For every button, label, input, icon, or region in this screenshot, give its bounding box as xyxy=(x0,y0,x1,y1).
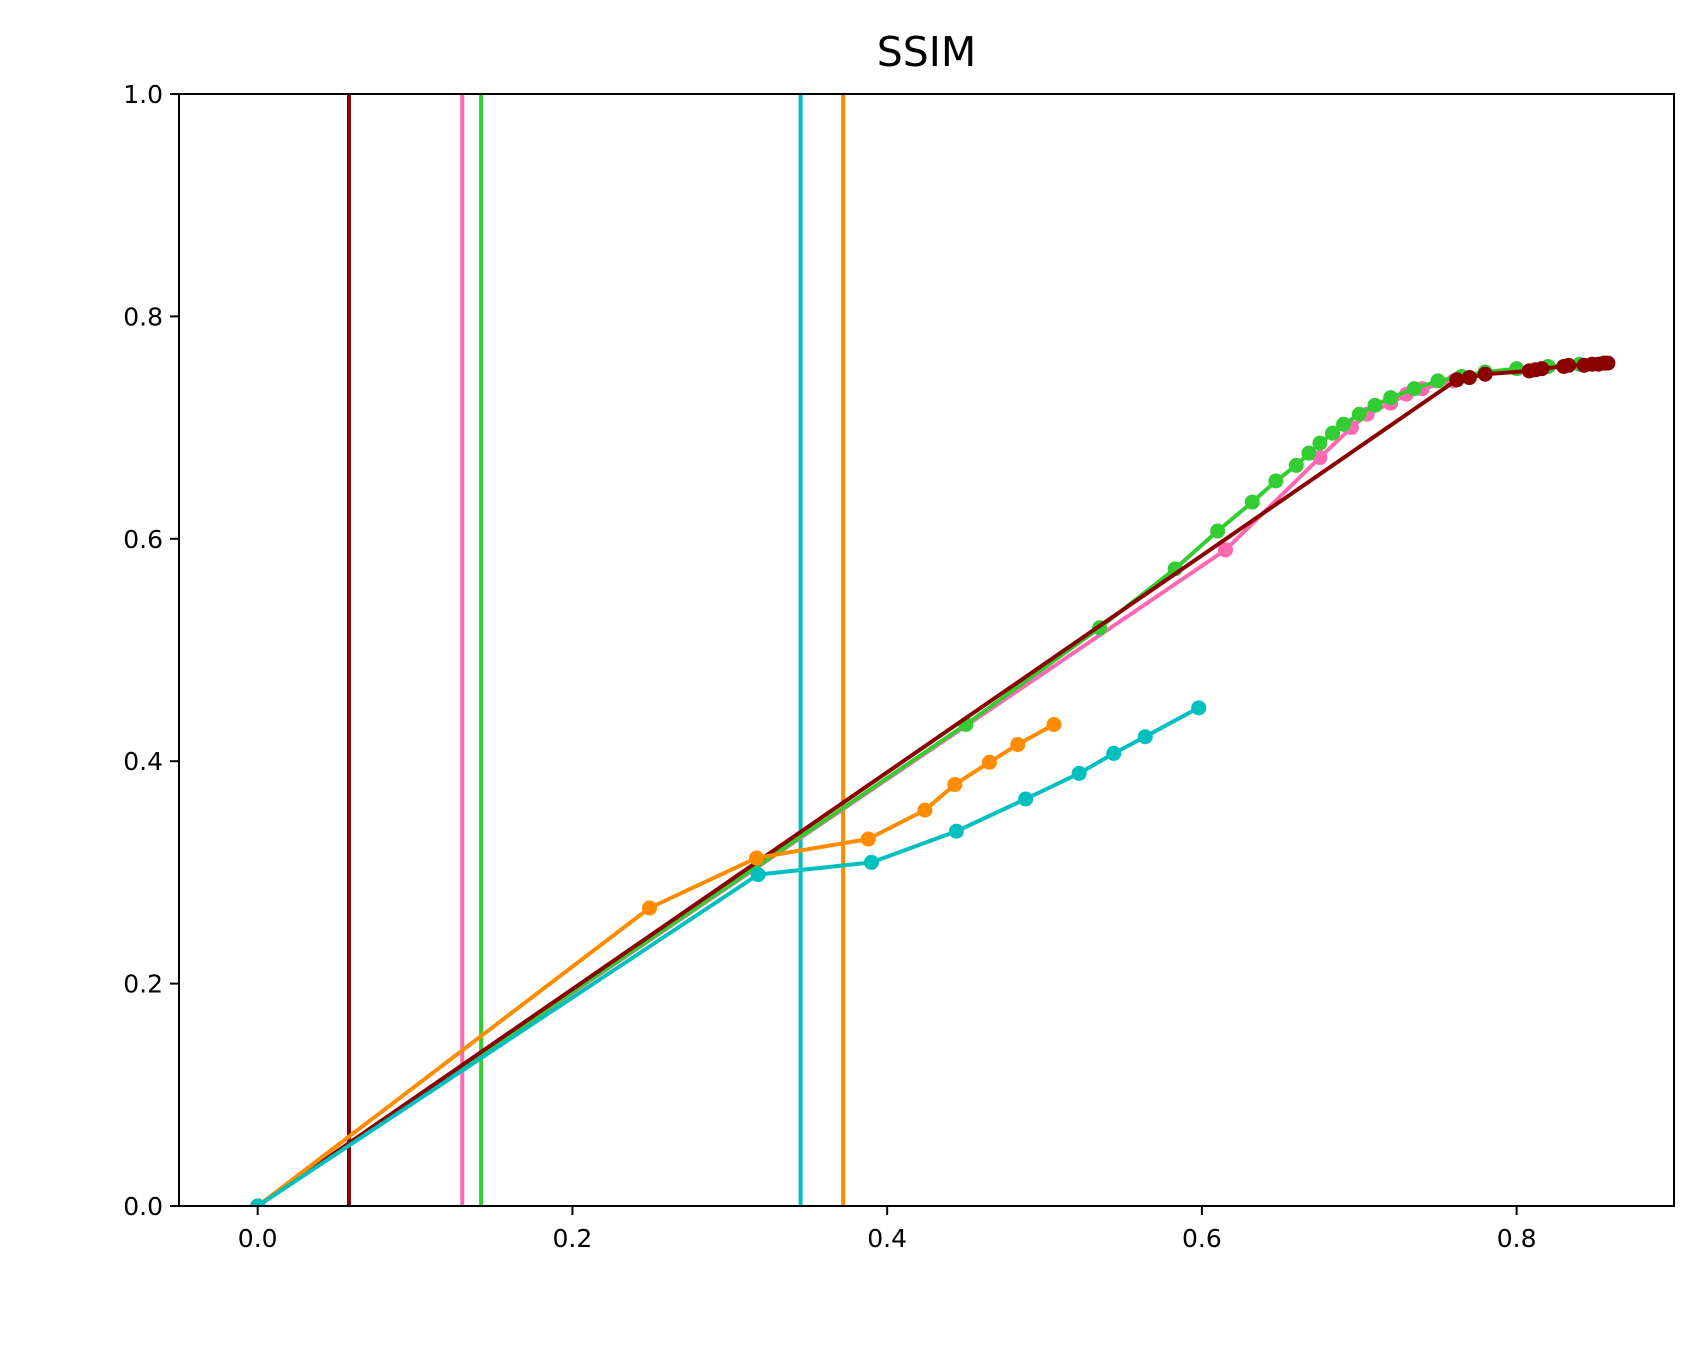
series-5-point xyxy=(750,867,766,883)
series-2-point xyxy=(1210,523,1226,539)
series-2-point xyxy=(1367,397,1383,413)
y-tick-label: 1.0 xyxy=(123,80,163,109)
x-tick-label: 0.4 xyxy=(867,1224,907,1253)
series-3-point xyxy=(1449,372,1465,388)
x-tick-label: 0.2 xyxy=(553,1224,593,1253)
series-5-point xyxy=(1106,745,1122,761)
series-3-point xyxy=(1461,370,1477,386)
series-5-point xyxy=(250,1198,266,1206)
series-2-point xyxy=(1336,416,1352,432)
series-4-point xyxy=(917,802,933,818)
series-4-point xyxy=(981,754,997,770)
y-tick-label: 0.8 xyxy=(123,302,163,331)
series-4-point xyxy=(1046,717,1062,733)
axes: 0.0 0.2 0.4 0.6 0.8 0.0 0.2 0.4 0.6 0.8 1.0 xyxy=(123,80,1536,1253)
y-tick-label: 0.4 xyxy=(123,747,163,776)
series-3 xyxy=(250,355,1616,1206)
series-4-point xyxy=(749,850,765,866)
series-3-point xyxy=(1600,355,1616,371)
series-lines xyxy=(250,355,1616,1206)
series-2-point xyxy=(1351,406,1367,422)
chart-title: SSIM xyxy=(877,28,977,76)
vertical-lines xyxy=(346,94,846,1206)
series-4-point xyxy=(947,777,963,793)
series-4-point xyxy=(642,900,658,916)
series-1-point xyxy=(1218,542,1233,558)
series-5-point xyxy=(863,854,879,870)
y-tick-label: 0.0 xyxy=(123,1192,163,1221)
series-2-point xyxy=(1325,425,1341,441)
series-5-point xyxy=(1191,700,1207,716)
series-2-point xyxy=(1406,381,1422,397)
series-3-point xyxy=(1561,357,1577,373)
series-2-point xyxy=(1312,435,1328,451)
series-2-point xyxy=(1430,373,1446,389)
x-tick-label: 0.0 xyxy=(238,1224,278,1253)
series-2-point xyxy=(1301,445,1317,461)
series-4-point xyxy=(1010,737,1026,753)
series-2-point xyxy=(1244,494,1260,510)
series-2-point xyxy=(1268,473,1284,489)
series-4-point xyxy=(860,831,876,847)
series-5-point xyxy=(948,823,964,839)
series-2-point xyxy=(1288,457,1304,473)
series-4 xyxy=(250,717,1062,1206)
plot-frame xyxy=(178,93,1675,1207)
x-tick-label: 0.6 xyxy=(1182,1224,1222,1253)
series-2-point xyxy=(1383,390,1399,406)
series-5-point xyxy=(1137,729,1153,745)
x-tick-label: 0.8 xyxy=(1497,1224,1537,1253)
series-3-point xyxy=(1477,366,1493,382)
series-5-point xyxy=(1071,765,1087,781)
y-tick-label: 0.6 xyxy=(123,525,163,554)
series-5-point xyxy=(1018,791,1034,807)
series-5 xyxy=(250,700,1207,1206)
y-tick-label: 0.2 xyxy=(123,970,163,999)
series-3-point xyxy=(1534,361,1550,377)
